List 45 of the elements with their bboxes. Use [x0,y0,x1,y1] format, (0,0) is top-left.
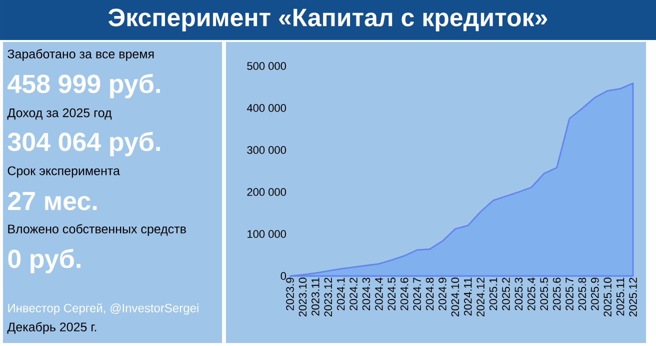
x-tick-label: 2025.8 [578,278,586,310]
y-tick-label: 100 000 [248,230,286,238]
x-tick-label: 2025.6 [552,278,561,310]
y-tick-label: 400 000 [246,104,286,112]
text: Доход за 2025 год [7,108,112,120]
text: 304 064 руб. [8,132,160,156]
x-tick-label: 2024.6 [400,278,408,310]
text: 0 руб. [8,248,80,274]
x-tick-label: 2025.12 [629,278,637,316]
x-tick-label: 2023.9 [286,278,294,310]
x-tick-label: 2024.4 [375,278,383,310]
x-tick-label: 2025.7 [566,278,574,310]
x-tick-label: 2023.10 [298,278,307,316]
x-tick-label: 2025.2 [502,278,510,310]
text: Инвестор Сергей, @InvestorSergei [8,303,198,315]
x-tick-label: 2023.11 [312,278,320,316]
x-tick-label: 2024.10 [451,278,460,316]
x-tick-label: 2024.7 [413,278,421,310]
x-tick-label: 2024.3 [362,278,370,310]
text: Срок эксперимента [8,166,120,178]
x-tick-label: 2024.8 [426,278,434,310]
chart-title: Эксперимент «Капитал с кредиток» [108,8,548,32]
x-tick-label: 2025.10 [604,278,612,316]
x-tick-label: 2024.12 [476,278,484,316]
y-tick-label: 300 000 [247,146,286,154]
y-tick-label: 500 000 [247,62,286,70]
text: Вложено собственных средств [8,224,186,236]
x-tick-label: 2024.2 [350,278,358,310]
x-tick-label: 2024.1 [336,278,345,310]
text: Декабрь 2025 г. [7,322,96,334]
x-tick-label: 2025.5 [540,278,548,310]
x-tick-label: 2023.12 [324,278,332,316]
text: Заработано за все время [8,49,154,61]
x-tick-label: 2025.4 [527,278,536,310]
x-tick-label: 2025.11 [616,278,624,316]
x-tick-label: 2024.9 [438,278,446,310]
text: 458 999 руб. [8,74,160,98]
x-tick-label: 2025.3 [514,278,523,310]
x-tick-label: 2024.5 [388,278,396,310]
y-tick-label: 200 000 [247,188,286,196]
x-tick-label: 2024.11 [464,278,472,316]
x-tick-label: 2025.1 [489,278,498,310]
text: 27 мес. [8,192,97,210]
y-tick-label: 0 [280,272,286,280]
x-tick-label: 2025.9 [591,278,599,310]
